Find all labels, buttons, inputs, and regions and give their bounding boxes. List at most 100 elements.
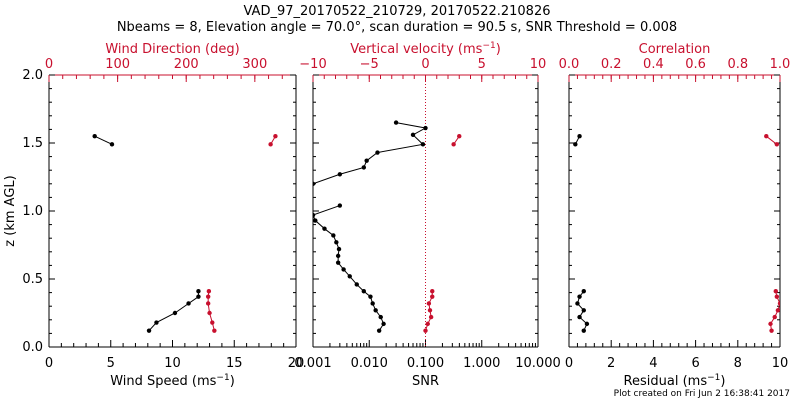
residual-data-point bbox=[768, 321, 773, 327]
residual-data-point bbox=[775, 308, 780, 313]
snr-data-point bbox=[370, 301, 375, 306]
wind-data-point bbox=[92, 134, 97, 139]
residual-xtick-label: 4 bbox=[649, 356, 657, 371]
snr-data-point bbox=[313, 181, 316, 186]
snr-xtick-label: 1.000 bbox=[463, 356, 500, 371]
residual-data-point bbox=[577, 314, 582, 320]
wind-top-tick-label: 300 bbox=[242, 57, 267, 72]
snr-data-point bbox=[337, 203, 343, 208]
snr-data-point bbox=[425, 321, 430, 327]
wind-data-point bbox=[207, 310, 212, 316]
snr-series-line bbox=[313, 122, 427, 185]
residual-data-point bbox=[581, 308, 586, 313]
snr-data-point bbox=[354, 282, 359, 287]
residual-series-black bbox=[573, 134, 590, 333]
snr-data-point bbox=[376, 328, 382, 333]
snr-data-point bbox=[423, 328, 428, 333]
snr-data-point bbox=[373, 308, 378, 313]
panel-wind: 0.0 0.5 1.0 1.5 2.0 z (km AGL) 0 5 10 15 20 Wind Sp… bbox=[3, 42, 304, 389]
snr-data-point bbox=[368, 294, 373, 299]
residual-series-line bbox=[765, 135, 778, 145]
snr-data-point bbox=[451, 142, 456, 147]
panel-residual: 0 2 4 6 8 10 Residual (ms−1) 0.0 0.2 0.4 0.6 0.8 1.0… bbox=[559, 42, 791, 389]
snr-data-point bbox=[427, 308, 433, 313]
residual-xtick-label: 0 bbox=[565, 356, 573, 371]
snr-data-point bbox=[457, 134, 462, 139]
ytick-label: 0.5 bbox=[22, 272, 43, 287]
residual-data-point bbox=[581, 289, 586, 294]
wind-data-point bbox=[212, 328, 217, 333]
wind-data-point bbox=[210, 320, 215, 325]
residual-xtick-label: 10 bbox=[772, 356, 789, 371]
ytick-label: 1.0 bbox=[22, 204, 43, 219]
residual-data-point bbox=[573, 142, 578, 147]
snr-data-point bbox=[430, 289, 435, 294]
snr-data-point bbox=[334, 240, 339, 245]
wind-series-red bbox=[205, 134, 278, 333]
snr-series-red bbox=[423, 134, 462, 333]
wind-data-point bbox=[273, 134, 278, 139]
snr-data-point bbox=[378, 314, 383, 320]
snr-xtick-label: 10.000 bbox=[515, 356, 561, 371]
snr-xtick-label: 0.001 bbox=[294, 356, 331, 371]
snr-data-point bbox=[393, 120, 399, 125]
y-axis-label: z (km AGL) bbox=[3, 175, 18, 246]
residual-xtick-label: 8 bbox=[734, 356, 742, 371]
wind-top-tick-label: 200 bbox=[174, 57, 199, 72]
residual-xtick-label: 2 bbox=[607, 356, 615, 371]
wind-series-line bbox=[94, 135, 113, 145]
wind-data-point bbox=[196, 289, 201, 294]
snr-xtick-label: 0.100 bbox=[407, 356, 444, 371]
figure-title: VAD_97_20170522_210729, 20170522.210826 bbox=[244, 4, 551, 19]
snr-data-point bbox=[341, 267, 346, 272]
wind-xtick-label: 10 bbox=[164, 356, 181, 371]
snr-data-point bbox=[428, 314, 434, 320]
wind-top-tick-label: 0 bbox=[45, 57, 53, 72]
wind-xtick-label: 0 bbox=[45, 356, 53, 371]
ytick-label: 1.5 bbox=[22, 136, 43, 151]
snr-series-black bbox=[313, 120, 428, 333]
snr-data-point bbox=[322, 226, 327, 231]
wind-top-axis-label: Wind Direction (deg) bbox=[105, 42, 239, 57]
wind-data-point bbox=[196, 294, 201, 299]
snr-top-tick-label: 0 bbox=[421, 57, 429, 72]
residual-data-point bbox=[581, 328, 586, 333]
residual-top-tick-label: 0.8 bbox=[727, 57, 748, 72]
snr-data-point bbox=[335, 260, 341, 265]
plot-timestamp: Plot created on Fri Jun 2 16:38:41 2017 bbox=[614, 389, 790, 399]
wind-bottom-axis-label: Wind Speed (ms−1) bbox=[110, 373, 235, 389]
residual-data-point bbox=[773, 289, 778, 294]
wind-data-point bbox=[109, 142, 115, 147]
residual-top-tick-label: 0.2 bbox=[601, 57, 622, 72]
residual-series-red bbox=[764, 134, 780, 333]
residual-data-point bbox=[584, 321, 590, 327]
snr-series-line bbox=[313, 205, 385, 331]
panel-snr: 0.001 0.010 0.100 1.000 10.000 SNR −10 −5 0 5 10 Ve… bbox=[294, 41, 560, 389]
wind-xtick-label: 5 bbox=[107, 356, 115, 371]
snr-top-tick-label: 5 bbox=[478, 57, 486, 72]
residual-top-tick-label: 1.0 bbox=[770, 57, 791, 72]
ytick-label: 0.0 bbox=[22, 340, 43, 355]
residual-data-point bbox=[769, 328, 774, 333]
residual-data-point bbox=[774, 142, 780, 147]
residual-top-tick-label: 0.4 bbox=[643, 57, 664, 72]
snr-data-point bbox=[331, 233, 336, 238]
snr-data-point bbox=[347, 274, 352, 279]
wind-data-point bbox=[154, 320, 159, 325]
snr-bottom-axis-label: SNR bbox=[412, 374, 439, 389]
residual-top-tick-label: 0.0 bbox=[559, 57, 580, 72]
snr-data-point bbox=[426, 301, 432, 306]
wind-data-point bbox=[268, 142, 273, 147]
snr-data-point bbox=[430, 294, 435, 299]
wind-series-black bbox=[92, 134, 201, 333]
snr-xtick-label: 0.010 bbox=[351, 356, 388, 371]
snr-data-point bbox=[420, 142, 426, 147]
ytick-label: 2.0 bbox=[22, 68, 43, 83]
snr-data-point bbox=[313, 212, 316, 218]
snr-top-tick-label: −5 bbox=[360, 57, 379, 72]
wind-xtick-label: 20 bbox=[288, 356, 305, 371]
wind-data-point bbox=[205, 301, 211, 306]
residual-xtick-label: 6 bbox=[691, 356, 699, 371]
residual-data-point bbox=[575, 301, 580, 306]
